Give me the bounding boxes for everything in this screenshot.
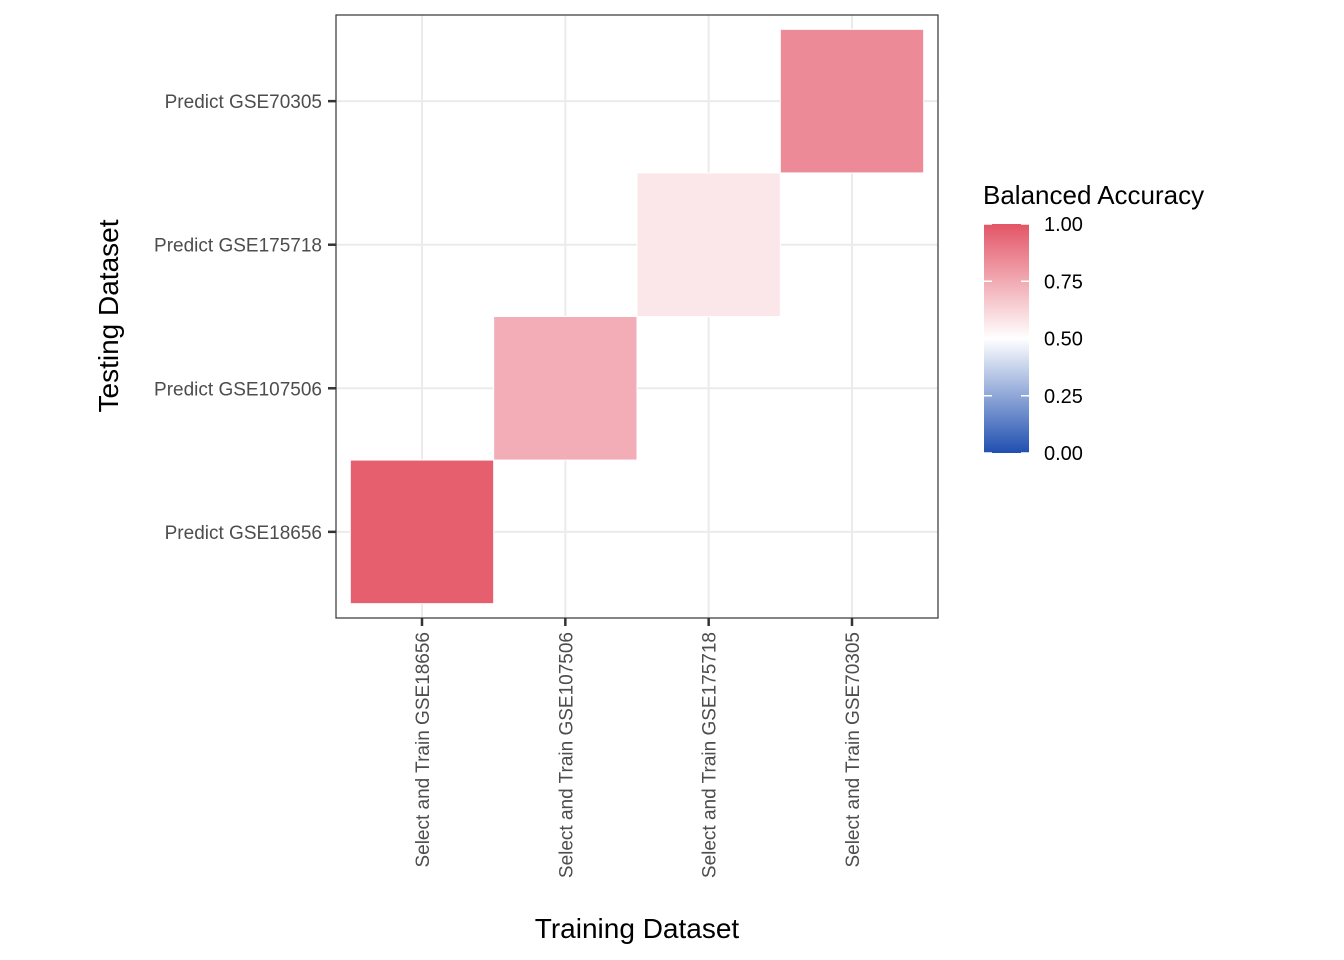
legend-tick-label: 0.25 (1044, 386, 1083, 408)
color-legend: Balanced Accuracy 1.00 0.75 0.50 0.25 0.00 (983, 180, 1204, 465)
y-tick-label: Predict GSE107506 (154, 379, 322, 400)
y-axis-title: Testing Dataset (93, 219, 124, 412)
legend-ticks: 1.00 0.75 0.50 0.25 0.00 (984, 214, 1083, 465)
x-tick-label: Select and Train GSE18656 (413, 632, 434, 868)
x-tick-label: Select and Train GSE107506 (556, 632, 577, 878)
heatmap-cells (349, 28, 925, 605)
heatmap-cell (636, 172, 781, 317)
y-tick-label: Predict GSE70305 (165, 92, 322, 113)
heatmap-cell (349, 459, 495, 605)
legend-tick-label: 0.00 (1044, 443, 1083, 465)
legend-tick-label: 1.00 (1044, 214, 1083, 236)
panel-border (335, 14, 939, 619)
y-tick-label: Predict GSE18656 (165, 523, 322, 544)
legend-title: Balanced Accuracy (983, 180, 1204, 210)
y-tick-label: Predict GSE175718 (154, 236, 322, 257)
heatmap-cell (779, 28, 925, 174)
x-tick-label: Select and Train GSE175718 (700, 632, 721, 878)
x-tick-label: Select and Train GSE70305 (843, 632, 864, 868)
x-axis-title: Training Dataset (535, 913, 740, 944)
y-axis: Predict GSE18656 Predict GSE107506 Predict… (154, 92, 336, 544)
x-axis: Select and Train GSE18656 Select and Trai… (413, 618, 864, 878)
legend-tick-label: 0.75 (1044, 271, 1083, 293)
legend-tick-label: 0.50 (1044, 329, 1083, 351)
heatmap-cell (493, 316, 638, 461)
